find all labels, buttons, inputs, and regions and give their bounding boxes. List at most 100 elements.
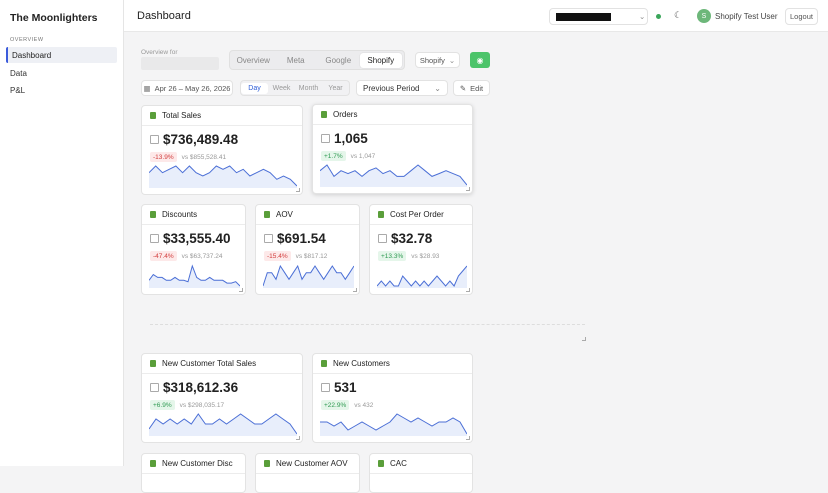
logout-button[interactable]: Logout <box>785 8 818 25</box>
tab[interactable]: Meta <box>286 55 305 65</box>
sparkline-line <box>320 164 467 186</box>
change-pill: -15.4% <box>264 251 291 261</box>
calendar-icon: ▦ <box>143 83 151 93</box>
account-select[interactable]: ⌄ <box>549 8 648 25</box>
card-header: Cost Per Order <box>370 205 472 225</box>
brand: The Moonlighters <box>10 12 98 24</box>
card-title: New Customer Disc <box>162 459 233 468</box>
compare-text: vs $298,035.17 <box>179 401 225 409</box>
card-header: New Customer Total Sales <box>142 354 302 374</box>
sidebar: The Moonlighters OVERVIEW Dashboard Data… <box>0 0 124 466</box>
metric-card: CAC <box>369 453 473 493</box>
nav-item[interactable]: Data <box>10 69 27 78</box>
metric-value-row: 531 <box>321 380 357 395</box>
avatar[interactable]: S <box>697 9 711 23</box>
metric-card: New Customers 531 +22.9% vs 432 <box>312 353 473 443</box>
date-range: Apr 26 – May 26, 2026 <box>154 83 231 93</box>
metric-icon <box>150 383 159 392</box>
resize-handle[interactable] <box>296 188 300 192</box>
compare-text: vs $63,737.24 <box>181 252 223 260</box>
metric-value-row: $736,489.48 <box>150 132 238 147</box>
tab[interactable]: Shopify <box>359 52 402 68</box>
metric-card: Discounts $33,555.40 -47.4% vs $63,737.24 <box>141 204 246 295</box>
resize-handle[interactable] <box>466 187 470 191</box>
change-pill: +13.3% <box>378 251 407 261</box>
compare-text: vs $28.93 <box>411 252 440 260</box>
view-button[interactable]: ◉ <box>470 52 490 68</box>
sparkline <box>320 413 467 436</box>
change-pill: -13.9% <box>150 152 177 162</box>
source-label: Shopify <box>419 55 445 65</box>
overview-input[interactable] <box>141 57 219 70</box>
shopify-icon <box>321 360 327 367</box>
sparkline <box>149 165 297 188</box>
compare-text: vs 432 <box>354 401 374 409</box>
resize-handle[interactable] <box>466 436 470 440</box>
granularity-option[interactable]: Year <box>328 84 343 92</box>
sparkline-area <box>320 414 467 436</box>
card-title: New Customer AOV <box>276 459 348 468</box>
theme-toggle[interactable]: ☾ <box>674 10 683 20</box>
user-name: Shopify Test User <box>715 12 778 21</box>
metric-value: $691.54 <box>277 231 326 246</box>
sparkline-line <box>377 265 467 287</box>
edit-button[interactable]: ✎ Edit <box>453 80 490 96</box>
sparkline-line <box>149 165 297 187</box>
shopify-icon <box>378 460 384 467</box>
change-row: +1.7% vs 1,047 <box>321 151 375 161</box>
edit-icon: ✎ <box>459 83 467 93</box>
metric-card: New Customer Total Sales $318,612.36 +6.9%… <box>141 353 303 443</box>
metric-value-row: $691.54 <box>264 231 326 246</box>
resize-handle[interactable] <box>466 288 470 292</box>
main: Overview for Overview Meta Google Shopify S… <box>124 32 828 493</box>
sparkline <box>149 264 240 288</box>
granularity-option[interactable]: Day <box>241 82 268 94</box>
metric-card: Total Sales $736,489.48 -13.9% vs $855,528.… <box>141 105 303 195</box>
card-title: CAC <box>390 459 407 468</box>
granularity-option[interactable]: Week <box>272 84 291 92</box>
empty-widget <box>150 324 585 325</box>
sparkline-area <box>149 266 240 288</box>
card-header: CAC <box>370 454 472 474</box>
edit-label: Edit <box>470 83 484 93</box>
nav-item[interactable]: P&L <box>10 86 26 95</box>
nav-section: OVERVIEW <box>10 37 44 43</box>
sparkline-line <box>263 264 354 287</box>
card-title: AOV <box>276 210 293 219</box>
card-header: New Customer AOV <box>256 454 359 474</box>
sparkline-line <box>149 413 297 435</box>
shopify-icon <box>321 111 327 118</box>
change-pill: -47.4% <box>150 251 177 261</box>
sparkline-area <box>263 266 354 288</box>
metric-card: AOV $691.54 -15.4% vs $817.12 <box>255 204 360 295</box>
change-row: +6.9% vs $298,035.17 <box>150 400 224 410</box>
card-header: Orders <box>313 105 472 125</box>
metric-value: 1,065 <box>334 131 368 146</box>
granularity-group: Day Week Month Year <box>240 80 350 96</box>
metric-icon <box>321 383 330 392</box>
metric-icon <box>378 234 387 243</box>
nav-item[interactable]: Dashboard <box>6 47 117 63</box>
sparkline-area <box>149 414 297 436</box>
resize-handle[interactable] <box>353 288 357 292</box>
metric-value: $33,555.40 <box>163 231 231 246</box>
tab[interactable]: Overview <box>236 55 270 65</box>
shopify-icon <box>378 211 384 218</box>
card-title: Total Sales <box>162 111 202 120</box>
metric-value: $318,612.36 <box>163 380 239 395</box>
metric-value: $32.78 <box>391 231 433 246</box>
tab-group: Overview Meta Google Shopify <box>229 50 405 70</box>
resize-handle[interactable] <box>296 436 300 440</box>
compare-select[interactable]: Previous Period ⌄ <box>356 80 448 96</box>
granularity-option[interactable]: Month <box>298 84 319 92</box>
change-pill: +6.9% <box>150 400 175 410</box>
tab[interactable]: Google <box>325 55 352 65</box>
date-picker[interactable]: ▦ Apr 26 – May 26, 2026 <box>141 80 233 96</box>
compare-text: vs 1,047 <box>350 152 376 160</box>
resize-handle[interactable] <box>239 288 243 292</box>
metric-value: $736,489.48 <box>163 132 239 147</box>
overview-label: Overview for <box>141 49 178 56</box>
source-select[interactable]: Shopify ⌄ <box>415 52 460 68</box>
resize-handle[interactable] <box>582 337 586 341</box>
